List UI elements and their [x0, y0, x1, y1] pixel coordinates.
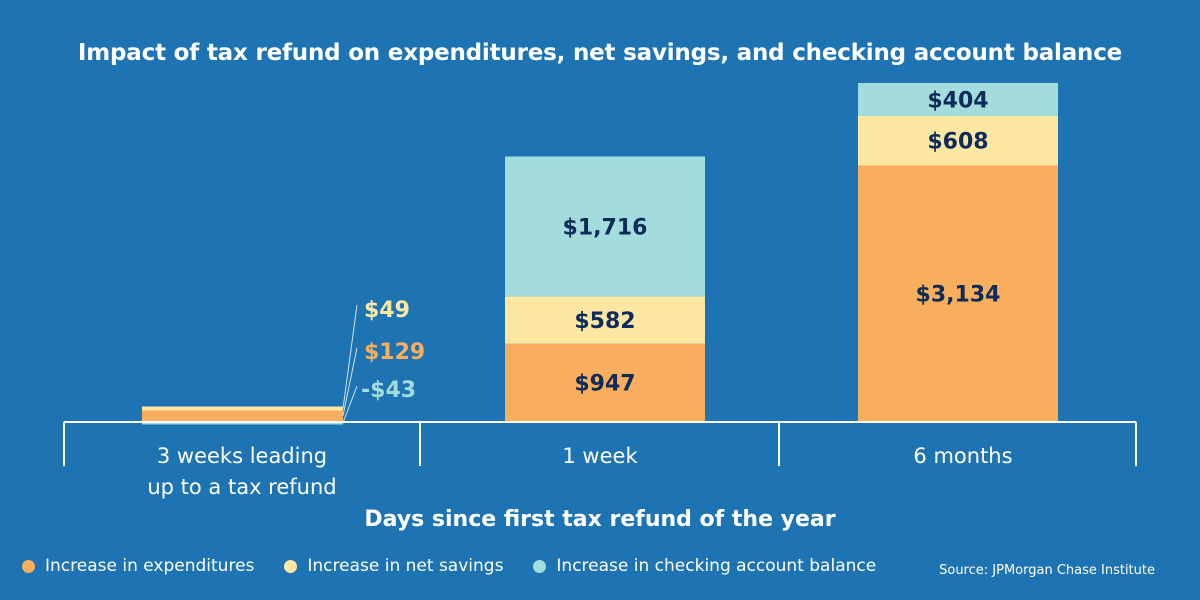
legend-label-net-savings: Increase in net savings	[307, 556, 504, 576]
chart-title: Impact of tax refund on expenditures, ne…	[77, 40, 1123, 66]
bar-2-series-1	[505, 343, 705, 421]
legend-swatch-expenditures	[22, 559, 35, 573]
data-label-bar-1-series-1: $129	[364, 340, 425, 365]
data-label-bar-2-series-3: $1,716	[563, 215, 648, 240]
data-label-bar-3-series-3: $404	[927, 88, 988, 113]
data-label-bar-3-series-1: $3,134	[916, 282, 1001, 307]
data-label-bar-2-series-1: $947	[574, 371, 635, 396]
bar-3-series-1	[858, 165, 1058, 421]
legend-swatch-checking-balance	[533, 559, 547, 573]
x-axis-label: Days since first tax refund of the year	[364, 507, 836, 532]
legend-label-checking-balance: Increase in checking account balance	[556, 556, 877, 576]
x-tick-label-1-line-1: 3 weeks leading	[157, 444, 327, 468]
callout-line-series-1	[342, 347, 358, 416]
bar-2-series-3	[505, 156, 705, 297]
x-tick-label-3: 6 months	[913, 444, 1012, 468]
data-label-bar-2-series-2: $582	[574, 309, 635, 334]
bar-1-series-1	[142, 410, 343, 421]
data-label-bar-3-series-2: $608	[927, 130, 988, 155]
source-note: Source: JPMorgan Chase Institute	[939, 563, 1155, 578]
x-tick-label-1-line-2: up to a tax refund	[147, 475, 336, 499]
legend-item-expenditures: Increase in expenditures	[22, 555, 254, 577]
legend-item-net-savings: Increase in net savings	[284, 555, 503, 577]
legend-swatch-net-savings	[284, 559, 298, 573]
data-label-bar-1-series-2: $49	[364, 298, 410, 323]
data-label-bar-1-series-3: -$43	[361, 378, 416, 403]
legend-item-checking-balance: Increase in checking account balance	[533, 555, 876, 577]
bar-1-series-2	[142, 406, 343, 411]
bar-3-series-2	[858, 115, 1058, 166]
legend-label-expenditures: Increase in expenditures	[45, 556, 255, 576]
chart-legend: Increase in expenditures Increase in net…	[22, 555, 906, 577]
bar-2-series-2	[505, 296, 705, 344]
callout-line-series-3	[342, 385, 358, 423]
callout-line-series-2	[342, 304, 358, 409]
x-tick-label-2: 1 week	[562, 444, 638, 468]
bar-3-series-3	[858, 83, 1058, 116]
